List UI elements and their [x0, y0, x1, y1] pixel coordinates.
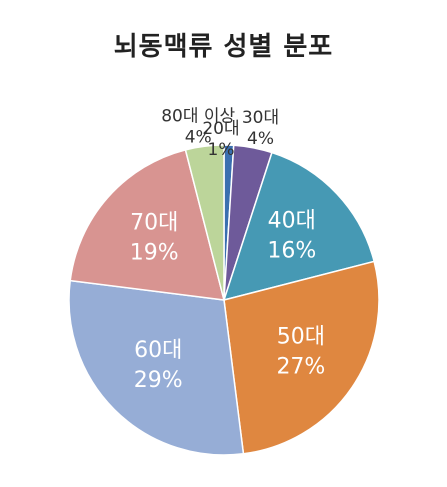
slice-percent-label-6: 4% [185, 127, 212, 147]
pie-slice-5 [69, 148, 226, 301]
pie-slice-3 [223, 260, 380, 455]
slice-name-label-0: 20대 [202, 119, 239, 139]
slice-percent-label-5: 19% [130, 241, 179, 266]
slice-percent-label-2: 16% [267, 238, 316, 263]
slice-name-label-3: 50대 [277, 324, 325, 349]
slice-percent-label-0: 1% [208, 140, 235, 160]
slice-percent-label-1: 4% [247, 129, 274, 149]
pie-slice-2 [222, 151, 376, 302]
chart-title: 뇌동맥류 성별 분포 [113, 32, 334, 62]
pie-slice-4 [68, 279, 245, 456]
slice-name-label-4: 60대 [134, 338, 182, 363]
slice-name-label-6: 80대 이상 [161, 106, 235, 126]
pie-slice-6 [184, 144, 225, 301]
slice-name-label-2: 40대 [268, 208, 316, 233]
slice-percent-label-3: 27% [276, 354, 325, 379]
slice-percent-label-4: 29% [134, 368, 183, 393]
slice-name-label-5: 70대 [130, 211, 178, 236]
slice-name-label-1: 30대 [242, 108, 279, 128]
pie-slices [68, 144, 380, 456]
